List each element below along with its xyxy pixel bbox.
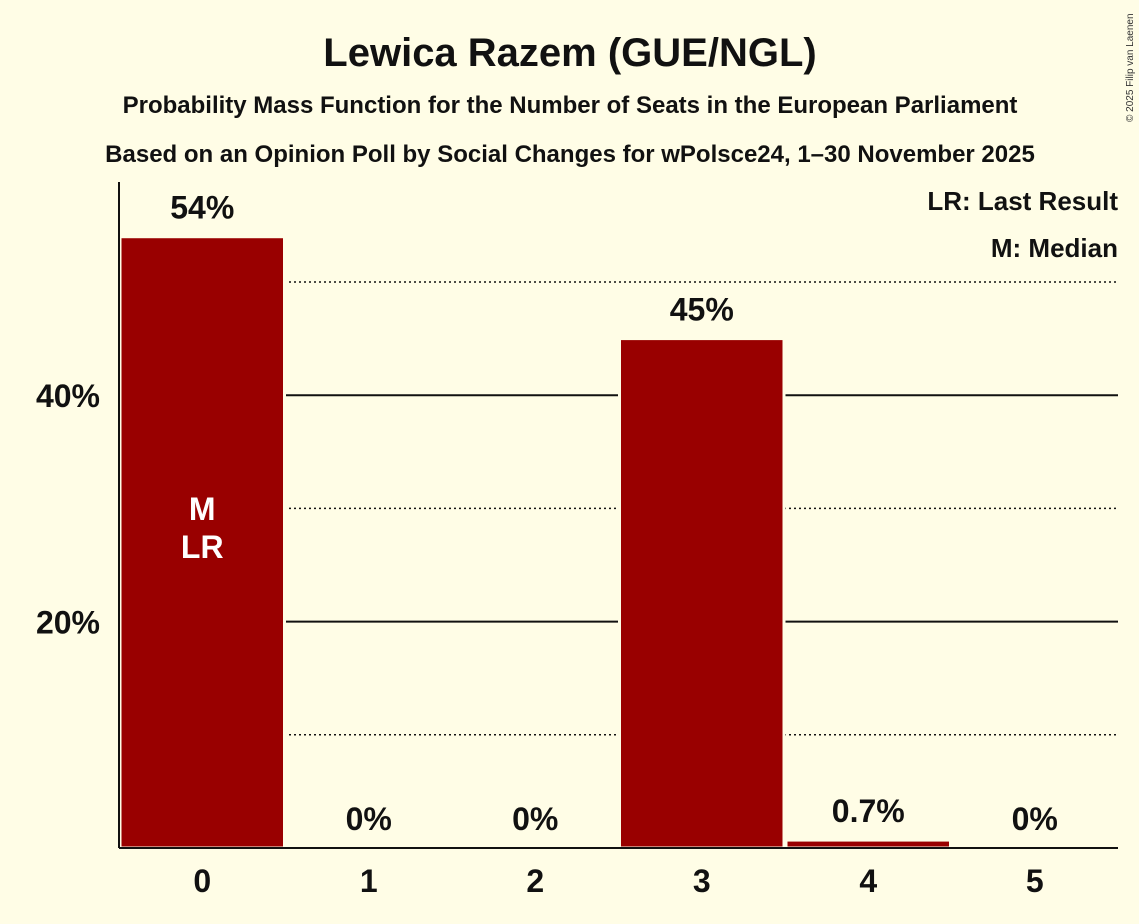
x-tick-label: 1	[360, 863, 378, 899]
x-tick-label: 3	[693, 863, 711, 899]
y-tick-label: 40%	[36, 378, 100, 414]
value-label: 0.7%	[832, 793, 905, 829]
copyright: © 2025 Filip van Laenen	[1125, 13, 1136, 122]
value-label: 0%	[346, 801, 392, 837]
x-tick-label: 4	[859, 863, 877, 899]
chart-subtitle-2: Based on an Opinion Poll by Social Chang…	[105, 141, 1035, 168]
x-tick-label: 0	[193, 863, 211, 899]
bar-3	[618, 337, 786, 850]
value-label: 45%	[670, 292, 734, 328]
last-result-marker: LR	[181, 529, 224, 565]
x-tick-label: 2	[526, 863, 544, 899]
bar-4	[784, 838, 952, 850]
chart-subtitle: Probability Mass Function for the Number…	[123, 92, 1018, 119]
median-marker: M	[189, 491, 216, 527]
chart-title: Lewica Razem (GUE/NGL)	[323, 31, 816, 75]
value-label: 0%	[512, 801, 558, 837]
value-label: 54%	[170, 190, 234, 226]
legend-last-result: LR: Last Result	[927, 186, 1118, 216]
legend-median: M: Median	[991, 233, 1118, 263]
x-tick-label: 5	[1026, 863, 1044, 899]
bar-0	[118, 235, 286, 850]
y-tick-label: 20%	[36, 605, 100, 641]
value-label: 0%	[1012, 801, 1058, 837]
